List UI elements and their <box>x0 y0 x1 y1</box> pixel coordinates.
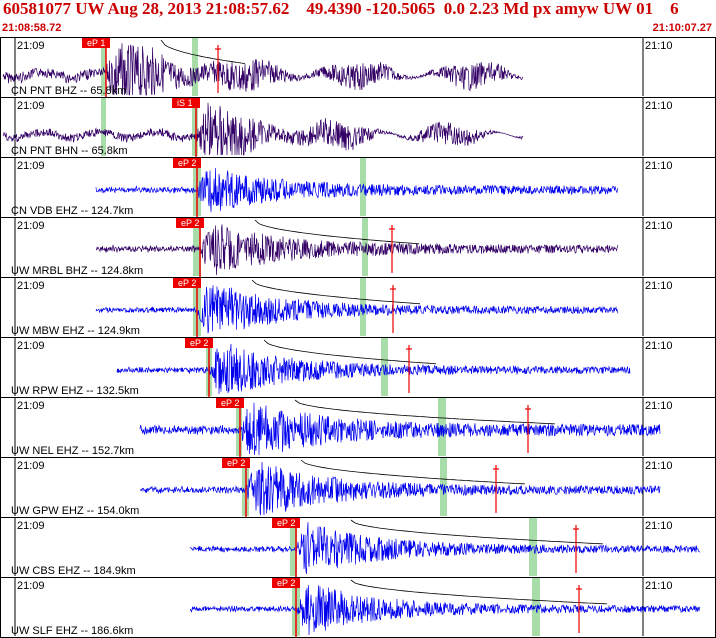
tick-label: 21:10 <box>645 460 673 472</box>
phase-pick-flag[interactable] <box>173 278 201 288</box>
phase-pick-flag[interactable] <box>272 518 300 528</box>
tick-label: 21:10 <box>645 340 673 352</box>
tick-label: 21:09 <box>17 460 45 472</box>
station-label: UW CBS EHZ -- 184.9km <box>11 565 136 577</box>
phase-pick-label: eP 2 <box>178 158 196 168</box>
phase-pick-flag[interactable] <box>185 338 213 348</box>
trace-panel: 21:09 21:10 iS 1 CN PNT BHN -- 65.8km <box>0 97 716 157</box>
event-header: 60581077 UW Aug 28, 2013 21:08:57.62 49.… <box>0 0 716 37</box>
coda-curve <box>160 39 246 64</box>
phase-pick-flag[interactable] <box>272 578 300 588</box>
coda-window <box>236 398 242 456</box>
waveform-trace <box>95 285 619 334</box>
station-label: UW MBW EHZ -- 124.9km <box>11 325 140 337</box>
phase-pick-label: eP 2 <box>181 218 199 228</box>
coda-window <box>101 38 106 96</box>
phase-pick-flag[interactable] <box>216 398 244 408</box>
coda-curve <box>251 279 421 305</box>
coda-window <box>438 398 446 456</box>
phase-pick-flag[interactable] <box>222 458 250 468</box>
phase-pick-label: eP 2 <box>190 338 208 348</box>
trace-panel: 21:09 21:10 eP 2 UW NEL EHZ -- 152.7km <box>0 397 716 457</box>
trace-panel: 21:09 21:10 eP 2 UW MBW EHZ -- 124.9km <box>0 277 716 337</box>
phase-pick-label: eP 2 <box>277 518 295 528</box>
phase-pick-flag[interactable] <box>82 38 110 48</box>
waveform-trace <box>116 343 631 395</box>
tick-label: 21:10 <box>645 580 673 592</box>
phase-pick-flag[interactable] <box>172 98 200 108</box>
coda-curve <box>300 459 526 485</box>
waveform-trace <box>189 585 701 636</box>
tick-label: 21:10 <box>645 160 673 172</box>
tick-label: 21:09 <box>17 580 45 592</box>
tick-label: 21:09 <box>17 340 45 352</box>
tick-label: 21:09 <box>17 100 45 112</box>
coda-window <box>360 278 366 336</box>
tick-label: 21:09 <box>17 160 45 172</box>
tick-label: 21:09 <box>17 280 45 292</box>
trace-panel: 21:09 21:10 eP 2 UW RPW EHZ -- 132.5km <box>0 337 716 397</box>
waveform-trace <box>139 461 661 516</box>
phase-pick-flag[interactable] <box>173 158 201 168</box>
tick-label: 21:10 <box>645 400 673 412</box>
tick-label: 21:10 <box>645 520 673 532</box>
station-label: UW MRBL BHZ -- 124.8km <box>11 265 143 277</box>
window-end-time: 21:10:07.27 <box>652 22 712 34</box>
phase-pick-label: eP 2 <box>221 398 239 408</box>
coda-window <box>381 338 388 396</box>
station-label: UW NEL EHZ -- 152.7km <box>11 445 134 457</box>
coda-curve <box>254 219 420 245</box>
waveform-trace <box>95 168 619 213</box>
tick-label: 21:09 <box>17 520 45 532</box>
coda-window <box>101 98 106 156</box>
coda-window <box>192 38 198 96</box>
station-label: CN PNT BHN -- 65.8km <box>11 145 128 157</box>
tick-label: 21:10 <box>645 220 673 232</box>
tick-label: 21:09 <box>17 400 45 412</box>
window-start-time: 21:08:58.72 <box>2 22 62 34</box>
waveform-trace <box>2 102 524 156</box>
coda-window <box>192 98 198 156</box>
station-label: UW SLF EHZ -- 186.6km <box>11 625 133 637</box>
station-label: UW GPW EHZ -- 154.0km <box>11 505 139 517</box>
trace-panel: 21:09 21:10 eP 2 UW MRBL BHZ -- 124.8km <box>0 217 716 277</box>
station-label: CN PNT BHZ -- 65.8km <box>11 85 126 97</box>
waveform-trace <box>95 224 619 276</box>
trace-panel: 21:09 21:10 eP 2 UW GPW EHZ -- 154.0km <box>0 457 716 517</box>
coda-curve <box>294 399 556 425</box>
waveform-trace <box>2 43 524 96</box>
coda-window <box>290 518 297 576</box>
phase-pick-label: eP 2 <box>227 458 245 468</box>
coda-curve <box>350 519 604 545</box>
trace-panel: 21:09 21:10 eP 1 CN PNT BHZ -- 65.8km <box>0 37 716 97</box>
coda-curve <box>350 579 608 605</box>
phase-pick-label: eP 1 <box>87 38 105 48</box>
tick-label: 21:09 <box>17 40 45 52</box>
phase-pick-label: iS 1 <box>177 98 193 108</box>
phase-pick-label: eP 2 <box>277 578 295 588</box>
tick-label: 21:10 <box>645 100 673 112</box>
station-label: CN VDB EHZ -- 124.7km <box>11 205 133 217</box>
tick-label: 21:09 <box>17 220 45 232</box>
trace-panel: 21:09 21:10 eP 2 CN VDB EHZ -- 124.7km <box>0 157 716 217</box>
coda-window <box>440 458 447 516</box>
tick-label: 21:10 <box>645 40 673 52</box>
waveform-trace <box>139 402 661 456</box>
trace-panel: 21:09 21:10 eP 2 UW SLF EHZ -- 186.6km <box>0 577 716 637</box>
coda-curve <box>263 339 437 365</box>
phase-pick-label: eP 2 <box>178 278 196 288</box>
station-label: UW RPW EHZ -- 132.5km <box>11 385 139 397</box>
tick-label: 21:10 <box>645 280 673 292</box>
event-title: 60581077 UW Aug 28, 2013 21:08:57.62 49.… <box>3 0 679 18</box>
waveform-trace <box>189 522 701 575</box>
phase-pick-flag[interactable] <box>176 218 204 228</box>
trace-panel: 21:09 21:10 eP 2 UW CBS EHZ -- 184.9km <box>0 517 716 577</box>
